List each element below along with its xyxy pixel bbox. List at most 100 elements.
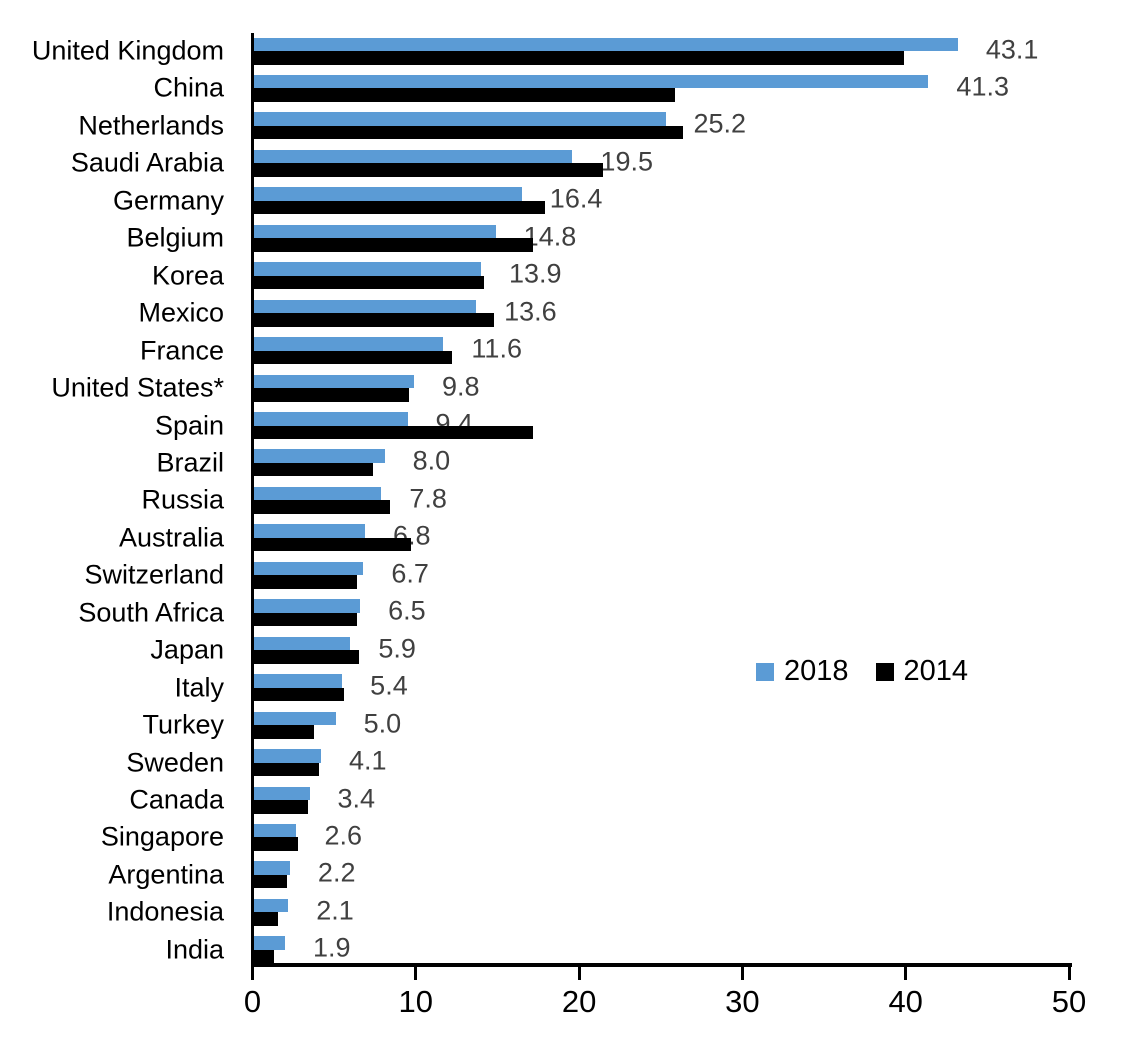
data-label: 2.1	[316, 895, 354, 926]
data-label: 8.0	[412, 445, 451, 476]
bar-2014	[254, 238, 534, 252]
bar-2014	[254, 949, 274, 964]
data-label: 2.2	[317, 857, 356, 888]
bar-2018	[254, 112, 666, 126]
bar-2018	[254, 337, 444, 351]
data-label: 7.8	[409, 483, 447, 514]
bar-2018	[254, 674, 343, 688]
bar-2014	[254, 275, 485, 290]
bar-2018	[254, 412, 408, 426]
category-label: Argentina	[108, 859, 224, 890]
bar-2014	[254, 800, 308, 814]
category-label: Indonesia	[106, 896, 224, 927]
x-tick-mark	[1067, 967, 1071, 980]
category-label: Sweden	[126, 747, 224, 778]
x-tick-mark	[414, 967, 418, 980]
legend-swatch-2014	[875, 662, 894, 681]
category-label: Canada	[129, 784, 224, 815]
data-label: 3.4	[337, 783, 376, 813]
bar-2014	[254, 88, 676, 102]
bar-2018	[254, 299, 477, 314]
x-tick-label: 40	[888, 984, 923, 1019]
category-label: Spain	[154, 410, 224, 440]
bar-2014	[254, 837, 299, 851]
bar-2018	[254, 861, 290, 875]
data-label: 4.1	[348, 745, 387, 776]
category-label: India	[165, 934, 224, 965]
bar-2018	[254, 449, 385, 463]
category-label: China	[153, 72, 224, 103]
bar-2018	[254, 37, 958, 51]
bar-2018	[254, 561, 364, 576]
legend: 2018 2014	[756, 655, 968, 688]
y-axis-line	[251, 33, 254, 980]
category-label: Korea	[151, 260, 224, 291]
data-label: 16.4	[549, 183, 603, 214]
data-label: 13.6	[504, 296, 557, 327]
bar-2018	[254, 786, 310, 800]
bar-2018	[254, 898, 289, 913]
category-label: Germany	[112, 185, 224, 216]
bar-2014	[254, 313, 495, 327]
category-label: Singapore	[100, 821, 224, 852]
bar-2014	[254, 575, 357, 589]
bar-2014	[254, 163, 604, 177]
category-label: South Africa	[78, 597, 224, 628]
category-label: Japan	[150, 634, 224, 665]
category-label: Mexico	[138, 297, 224, 328]
category-label: United Kingdom	[31, 35, 224, 66]
bar-2014	[254, 687, 344, 702]
bar-2014	[254, 725, 315, 739]
bar-2014	[254, 200, 545, 215]
x-tick-mark	[740, 967, 744, 980]
category-label: France	[139, 335, 224, 366]
bar-2014	[254, 125, 684, 140]
bar-2018	[254, 823, 297, 838]
data-label: 13.9	[508, 258, 562, 289]
category-label: Brazil	[156, 447, 224, 478]
category-label: Switzerland	[84, 559, 224, 590]
legend-label-2014: 2014	[903, 655, 969, 687]
bar-2018	[254, 149, 573, 164]
bar-2014	[254, 874, 287, 889]
x-tick-label: 20	[561, 984, 597, 1019]
bar-2014	[254, 388, 410, 402]
bar-2018	[254, 187, 522, 201]
data-label: 9.8	[442, 371, 480, 402]
bar-2014	[254, 537, 411, 552]
category-label: Saudi Arabia	[70, 147, 224, 178]
bar-2014	[254, 51, 904, 65]
data-label: 43.1	[985, 34, 1039, 64]
data-label: 6.5	[388, 595, 426, 626]
x-axis-line	[251, 963, 1072, 967]
x-tick-mark	[577, 967, 581, 980]
x-tick-label: 10	[398, 984, 434, 1019]
x-tick-mark	[251, 967, 254, 980]
bar-2018	[254, 74, 929, 89]
category-label: Australia	[118, 522, 224, 553]
data-label: 11.6	[471, 333, 522, 364]
category-label: Netherlands	[78, 110, 224, 141]
category-label: Turkey	[142, 709, 224, 740]
bar-2018	[254, 224, 496, 239]
bar-2014	[254, 912, 279, 926]
data-label: 19.5	[600, 146, 653, 177]
x-tick-label: 50	[1051, 984, 1087, 1019]
legend-swatch-2018	[756, 662, 774, 681]
bar-2014	[254, 762, 320, 777]
bar-2014	[254, 500, 390, 514]
category-label: Italy	[174, 672, 224, 703]
category-label: Belgium	[126, 222, 224, 253]
bar-2018	[254, 636, 351, 651]
bar-2018	[254, 262, 481, 276]
bar-2014	[254, 612, 357, 627]
data-label: 41.3	[956, 71, 1009, 102]
bar-2018	[254, 374, 415, 389]
x-tick-label: 30	[725, 984, 760, 1019]
legend-label-2018: 2018	[784, 655, 849, 687]
bar-2018	[254, 486, 382, 501]
data-label: 1.9	[313, 932, 351, 963]
bar-2014	[254, 462, 374, 477]
bar-2018	[254, 524, 366, 538]
